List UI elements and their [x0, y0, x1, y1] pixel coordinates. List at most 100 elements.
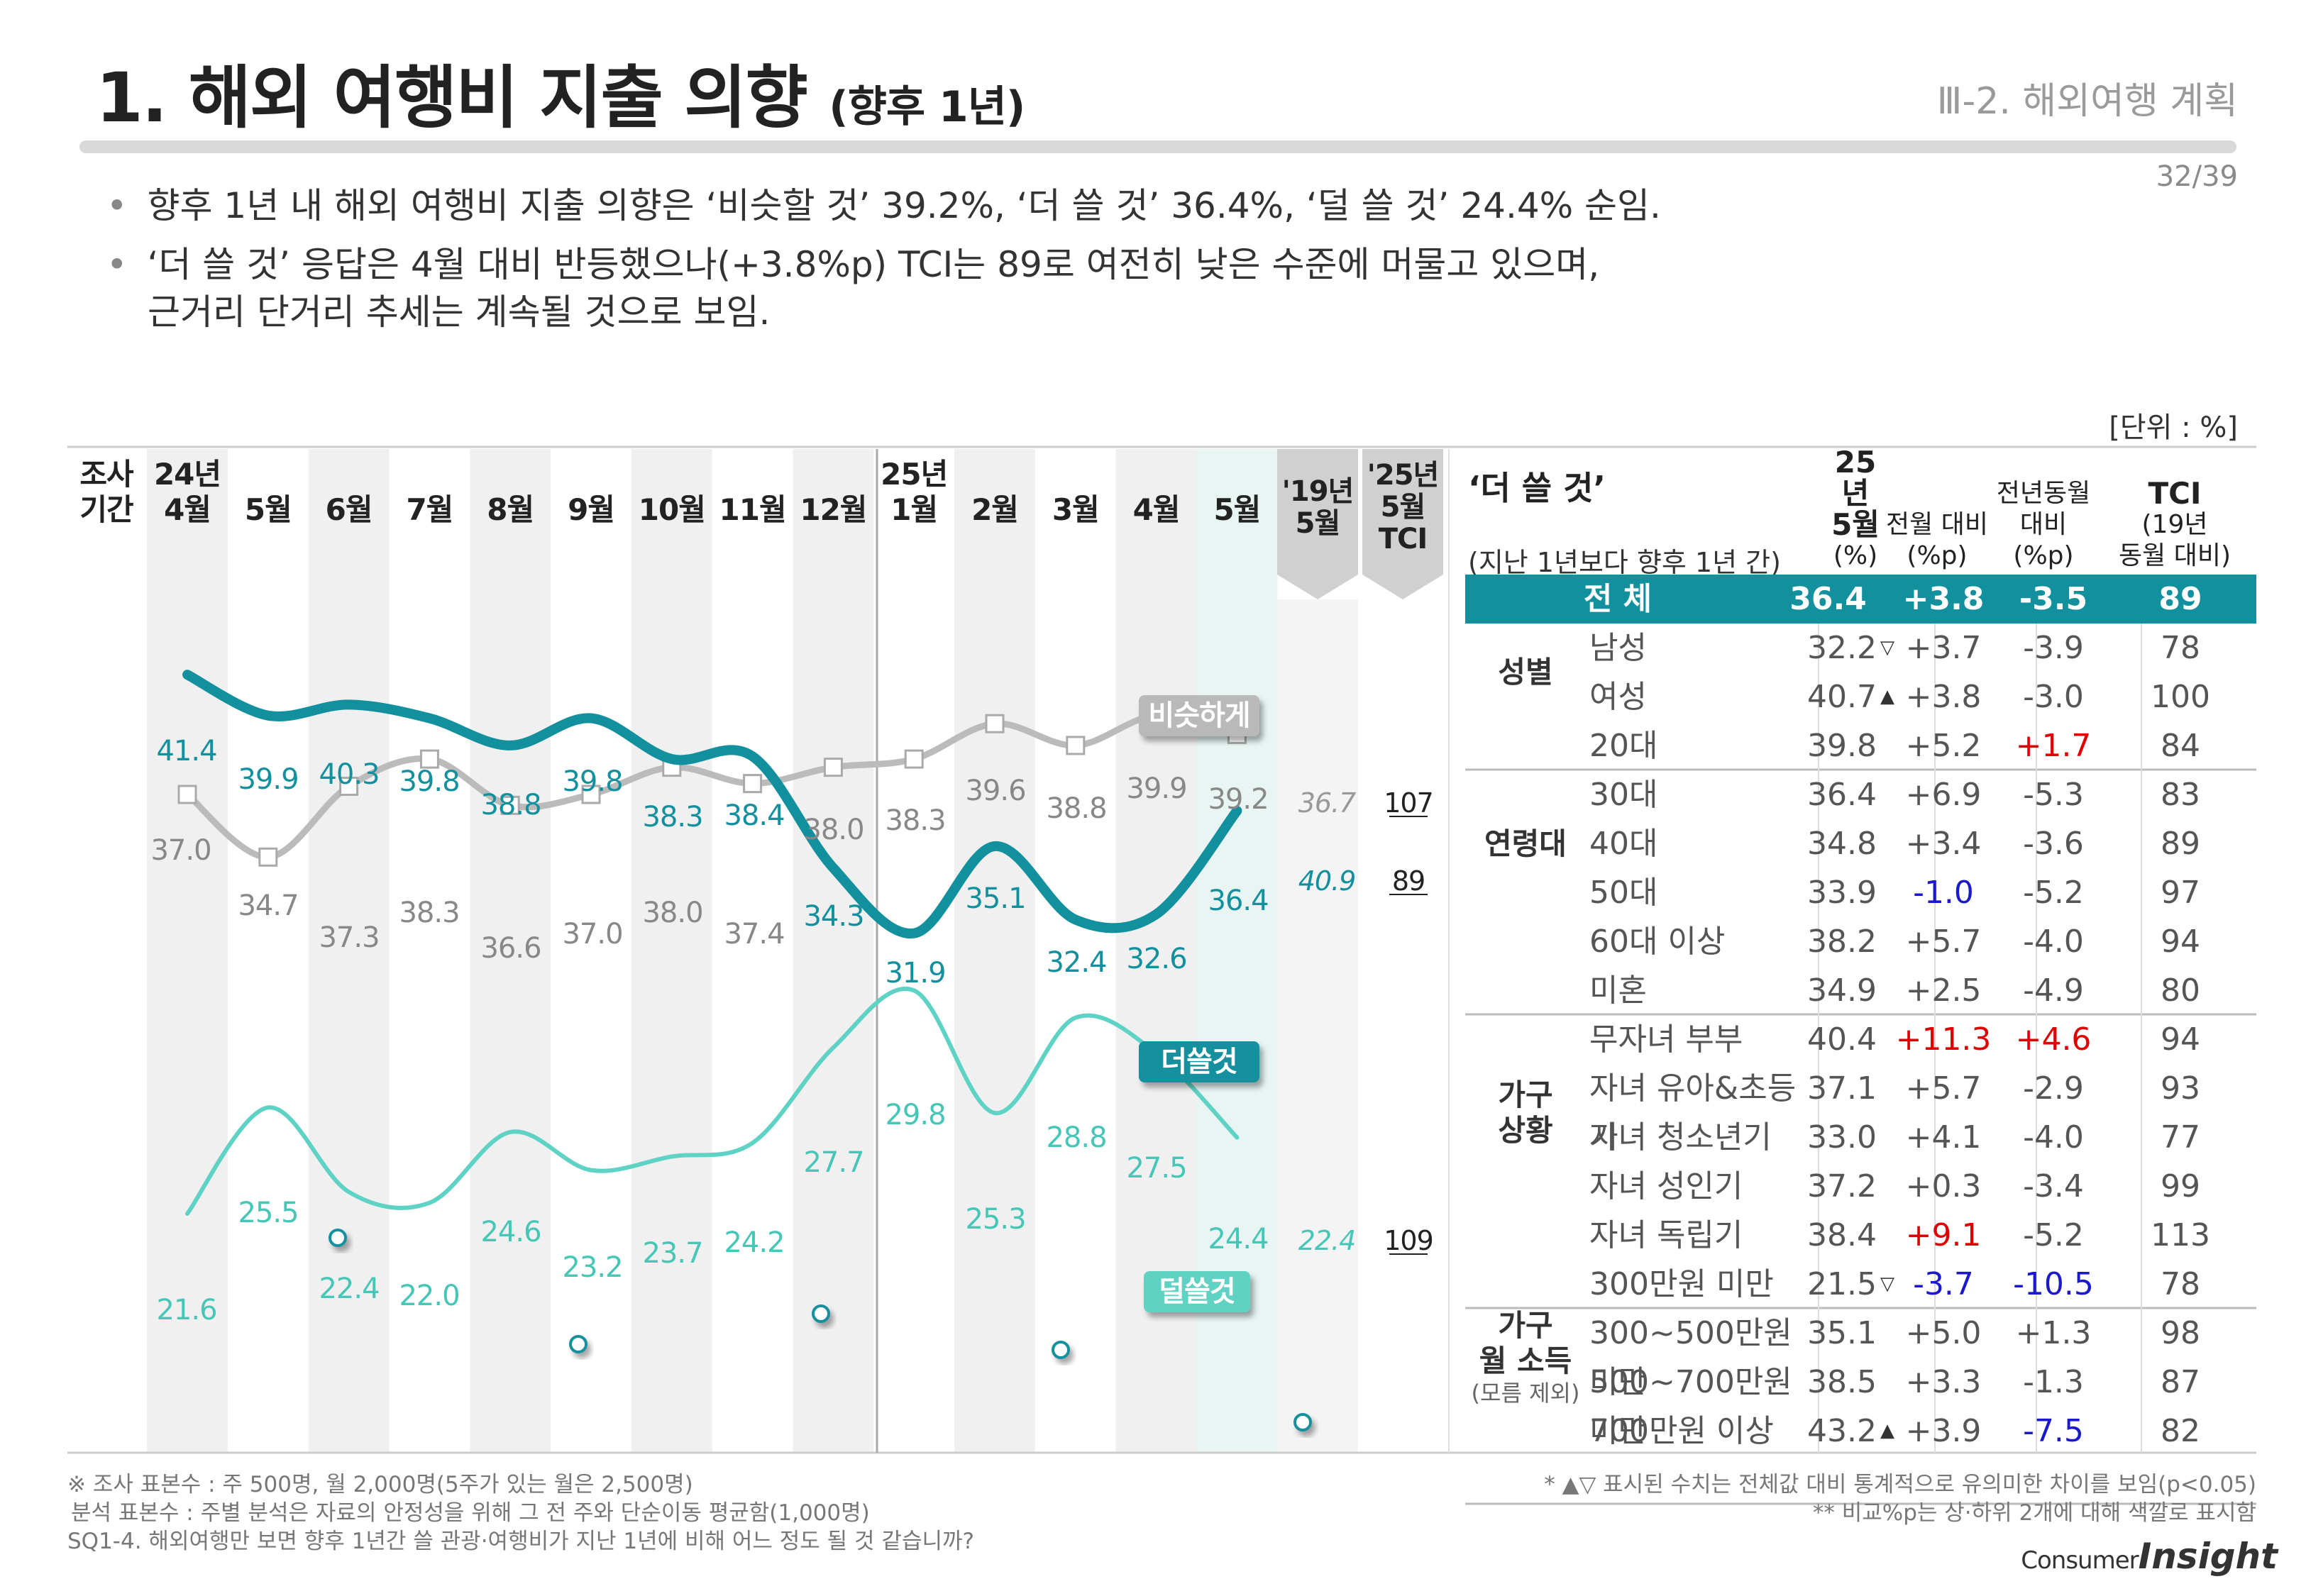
data-label-less: 23.2 — [562, 1251, 622, 1284]
x-tick-label: 10월 — [639, 492, 705, 527]
table-col-header: 전월 대비 (%p) — [1884, 509, 1990, 572]
x-tick-label: 4월 — [164, 492, 211, 527]
data-label-less: 25.3 — [965, 1203, 1025, 1236]
table-row: 미혼 34.9 +2.5 -4.9 80 — [1465, 966, 2256, 1015]
table-cell-tci: 83 — [2161, 777, 2200, 813]
page-title-sub: (향후 1년) — [829, 82, 1025, 132]
table-cell-yoy: -10.5 — [2013, 1266, 2094, 1302]
table-row: 자녀 독립기 38.4 +9.1 -5.2 113 — [1465, 1211, 2256, 1260]
table-row: 자녀 성인기 37.2 +0.3 -3.4 99 — [1465, 1162, 2256, 1211]
table-cell-pct: 32.2 — [1807, 630, 1877, 666]
table-cell-mom: +6.9 — [1905, 777, 1982, 813]
point-similar — [1066, 736, 1086, 755]
data-label-less: 21.6 — [156, 1294, 216, 1326]
data-label-similar: 39.6 — [965, 775, 1025, 807]
table-cell-mom: -3.7 — [1913, 1266, 1974, 1302]
table-row-label: 300~500만원 미만 — [1589, 1315, 1792, 1400]
page-title-main: 1. 해외 여행비 지출 의향 — [96, 58, 808, 138]
data-label-more: 38.4 — [724, 799, 784, 832]
table-cell-pct: 34.8 — [1807, 826, 1877, 862]
x-tick-label: 2월 — [971, 492, 1018, 527]
table-cell-mom: +11.3 — [1895, 1021, 1992, 1058]
bullet-2: • ‘더 쓸 것’ 응답은 4월 대비 반등했으나(+3.8%p) TCI는 89… — [106, 236, 1599, 287]
table-group-label: 성별 — [1465, 624, 1586, 721]
table-cell-mom: +3.7 — [1905, 630, 1982, 666]
data-label-more: 39.8 — [562, 765, 622, 798]
table-group-label-line: 상황 — [1498, 1113, 1553, 1148]
decorative-marker — [812, 1304, 830, 1323]
data-label-less: 22.0 — [399, 1280, 459, 1312]
table-cell-tci: 87 — [2161, 1364, 2200, 1400]
table-row-label: 300만원 미만 — [1589, 1266, 1774, 1302]
significance-mark: ▽ — [1880, 637, 1894, 658]
x-tick-label: 25년 — [881, 457, 947, 492]
period-label: 기간 — [79, 492, 133, 527]
data-label-more: 40.3 — [319, 758, 379, 791]
table-cell-tci: 94 — [2161, 924, 2200, 960]
table-cell-yoy: -4.0 — [2023, 1119, 2084, 1156]
ref-col-label: '25년 — [1367, 459, 1439, 492]
data-label-similar: 39.9 — [1126, 772, 1186, 805]
legend-similar-label: 비슷하게 — [1148, 699, 1249, 732]
column-band — [147, 449, 228, 1453]
point-similar — [419, 749, 439, 769]
table-cell-tci: 99 — [2161, 1168, 2200, 1204]
table-cell-tci: 78 — [2161, 1266, 2200, 1302]
x-tick-label: 9월 — [568, 492, 614, 527]
table-row-label: 자녀 성인기 — [1589, 1168, 1743, 1204]
table-cell-yoy: +4.6 — [2015, 1021, 2092, 1058]
table-cell-yoy: -3.0 — [2023, 679, 2084, 715]
table-cell-yoy: +1.7 — [2015, 728, 2092, 764]
bullet-text: 향후 1년 내 해외 여행비 지출 의향은 ‘비슷할 것’ 39.2%, ‘더 … — [147, 185, 1661, 226]
data-label-more: 39.9 — [238, 763, 298, 796]
table-cell-mom: +5.7 — [1905, 1070, 1982, 1107]
table-row: 20대 39.8 +5.2 +1.7 84 — [1465, 721, 2256, 770]
point-similar — [500, 795, 520, 815]
table-row: 50대 33.9 -1.0 -5.2 97 — [1465, 868, 2256, 917]
point-similar — [985, 714, 1005, 733]
column-band — [793, 449, 874, 1453]
table-row-label: 자녀 유아&초등기 — [1589, 1070, 1797, 1156]
point-similar — [258, 847, 278, 867]
table-group-label-line: 연령대 — [1484, 826, 1567, 861]
table-col-header-line: 25년 — [1834, 445, 1877, 511]
table-cell-pct: 34.9 — [1807, 972, 1877, 1009]
ref-value-19: 22.4 — [1298, 1225, 1356, 1256]
table-cell-pct: 35.1 — [1807, 1315, 1877, 1351]
x-tick-label: 1월 — [890, 492, 937, 527]
table-col-header-line: TCI — [2148, 476, 2202, 511]
table-col-header-line: 전월 대비 — [1886, 510, 1988, 539]
ref-col-tab-19 — [1277, 449, 1358, 599]
table-row-label: 여성 — [1589, 679, 1647, 715]
ref-value-19: 40.9 — [1298, 865, 1356, 897]
data-label-more: 35.1 — [965, 882, 1025, 915]
table-cell-tci: 98 — [2161, 1315, 2200, 1351]
x-tick-label: 5월 — [245, 492, 292, 527]
ref-value-tci: 89 — [1392, 865, 1425, 897]
legend-more-label: 더쓸것 — [1161, 1046, 1237, 1078]
x-tick-label: 8월 — [487, 492, 534, 527]
series-line-less — [185, 987, 1240, 1217]
table-col-header-line: (19년 — [2141, 510, 2208, 539]
table-cell-mom: +3.3 — [1905, 1364, 1982, 1400]
table-row-label: 자녀 청소년기 — [1589, 1119, 1772, 1156]
table-row-label: 40대 — [1589, 826, 1658, 862]
table-cell-mom: +0.3 — [1905, 1168, 1982, 1204]
data-label-more: 31.9 — [885, 957, 945, 990]
data-label-similar: 38.8 — [1046, 792, 1106, 825]
legend-less-box — [1144, 1271, 1250, 1312]
x-tick-label: 11월 — [719, 492, 786, 527]
table-cell-total: 전 체 — [1583, 581, 1653, 617]
period-label: 조사 — [79, 457, 134, 492]
table-cell-pct: 40.4 — [1807, 1021, 1877, 1058]
data-label-similar: 38.0 — [642, 897, 702, 929]
table-cell-pct: 37.1 — [1807, 1070, 1877, 1107]
table-title: ‘더 쓸 것’ — [1468, 469, 1606, 507]
ref-col-label: 5월 — [1381, 491, 1425, 523]
table-cell-mom: +3.9 — [1905, 1413, 1982, 1449]
table-row: 자녀 청소년기 33.0 +4.1 -4.0 77 — [1465, 1113, 2256, 1162]
table-cell-tci: 78 — [2161, 630, 2200, 666]
column-band — [470, 449, 551, 1453]
table-cell-tci: 89 — [2161, 826, 2200, 862]
table-cell-pct: 37.2 — [1807, 1168, 1877, 1204]
